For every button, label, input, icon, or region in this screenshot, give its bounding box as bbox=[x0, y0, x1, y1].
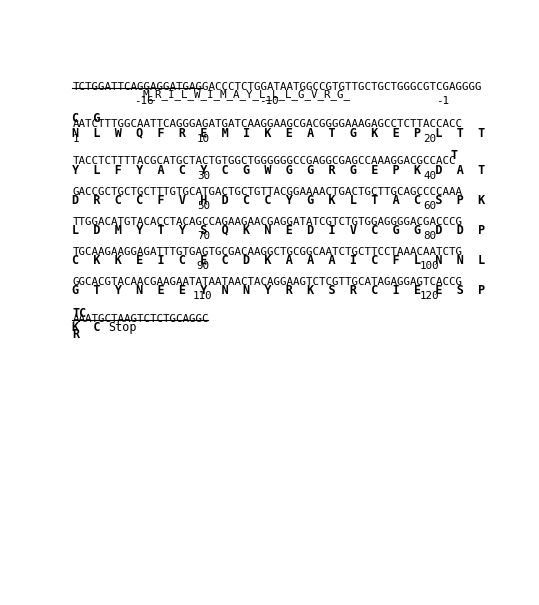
Text: 30: 30 bbox=[197, 171, 210, 181]
Text: -10: -10 bbox=[260, 96, 279, 106]
Text: 90: 90 bbox=[197, 261, 210, 271]
Text: AATCTTTGGCAATTCAGGGAGATGATCAAGGAAGCGACGGGGAAAGAGCCTCTTACCACC: AATCTTTGGCAATTCAGGGAGATGATCAAGGAAGCGACGG… bbox=[72, 119, 462, 129]
Text: 10: 10 bbox=[197, 134, 210, 143]
Text: -16: -16 bbox=[134, 96, 154, 106]
Text: TACCTCTTTTACGCATGCTACTGTGGCTGGGGGGCCGAGGCGAGCCAAAGGACGCCACC: TACCTCTTTTACGCATGCTACTGTGGCTGGGGGGCCGAGG… bbox=[72, 157, 456, 166]
Text: 1: 1 bbox=[72, 134, 79, 143]
Text: 40: 40 bbox=[423, 171, 436, 181]
Text: K  C: K C bbox=[72, 321, 115, 334]
Text: 20: 20 bbox=[423, 134, 436, 143]
Text: C  K  K  E  I  C  E  C  D  K  A  A  A  I  C  F  L  N  N  L: C K K E I C E C D K A A A I C F L N N L bbox=[72, 254, 486, 267]
Text: T: T bbox=[451, 149, 458, 162]
Text: 60: 60 bbox=[423, 201, 436, 211]
Text: M_R_I_L_W_I_M_A_Y_L_L_L_G_V_R_G_: M_R_I_L_W_I_M_A_Y_L_L_L_G_V_R_G_ bbox=[142, 89, 350, 100]
Text: C  G: C G bbox=[72, 112, 101, 125]
Text: 120: 120 bbox=[420, 291, 439, 301]
Text: 110: 110 bbox=[193, 291, 212, 301]
Text: G  T  Y  N  E  E  Y  N  N  Y  R  K  S  R  C  I  E  E  S  P: G T Y N E E Y N N Y R K S R C I E E S P bbox=[72, 284, 486, 297]
Text: 100: 100 bbox=[420, 261, 439, 271]
Text: R: R bbox=[72, 329, 80, 341]
Text: 70: 70 bbox=[197, 231, 210, 241]
Text: GGCACGTACAACGAAGAATATAATAACTACAGGAAGTCTCGTTGCATAGAGGAGTCACCG: GGCACGTACAACGAAGAATATAATAACTACAGGAAGTCTC… bbox=[72, 276, 462, 287]
Text: TC: TC bbox=[72, 307, 87, 319]
Text: AAATGCTAAGTCTCTGCAGGC: AAATGCTAAGTCTCTGCAGGC bbox=[72, 314, 209, 324]
Text: D  R  C  C  F  V  H  D  C  C  Y  G  K  L  T  A  C  S  P  K: D R C C F V H D C C Y G K L T A C S P K bbox=[72, 194, 486, 207]
Text: N  L  W  Q  F  R  E  M  I  K  E  A  T  G  K  E  P  L  T  T: N L W Q F R E M I K E A T G K E P L T T bbox=[72, 126, 486, 139]
Text: L  D  M  Y  T  Y  S  Q  K  N  E  D  I  V  C  G  G  D  D  P: L D M Y T Y S Q K N E D I V C G G D D P bbox=[72, 224, 486, 237]
Text: TGCAAGAAGGAGATTTGTGAGTGCGACAAGGCTGCGGCAATCTGCTTCCTAAACAATCTG: TGCAAGAAGGAGATTTGTGAGTGCGACAAGGCTGCGGCAA… bbox=[72, 247, 462, 257]
Text: -1: -1 bbox=[436, 96, 449, 106]
Text: TCTGGATTCAGGAGGATGAGGACCCTCTGGATAATGGCCGTGTTGCTGCTGGGCGTCGAGGGG: TCTGGATTCAGGAGGATGAGGACCCTCTGGATAATGGCCG… bbox=[72, 82, 482, 92]
Text: TTGGACATGTACACCTACAGCCAGAAGAACGAGGATATCGTCTGTGGAGGGGACGACCCG: TTGGACATGTACACCTACAGCCAGAAGAACGAGGATATCG… bbox=[72, 217, 462, 226]
Text: Y  L  F  Y  A  C  Y  C  G  W  G  G  R  G  E  P  K  D  A  T: Y L F Y A C Y C G W G G R G E P K D A T bbox=[72, 164, 486, 177]
Text: GACCGCTGCTGCTTTGTGCATGACTGCTGTTACGGAAAACTGACTGCTTGCAGCCCCAAA: GACCGCTGCTGCTTTGTGCATGACTGCTGTTACGGAAAAC… bbox=[72, 186, 462, 197]
Text: 80: 80 bbox=[423, 231, 436, 241]
Text: Stop: Stop bbox=[108, 321, 136, 334]
Text: 50: 50 bbox=[197, 201, 210, 211]
